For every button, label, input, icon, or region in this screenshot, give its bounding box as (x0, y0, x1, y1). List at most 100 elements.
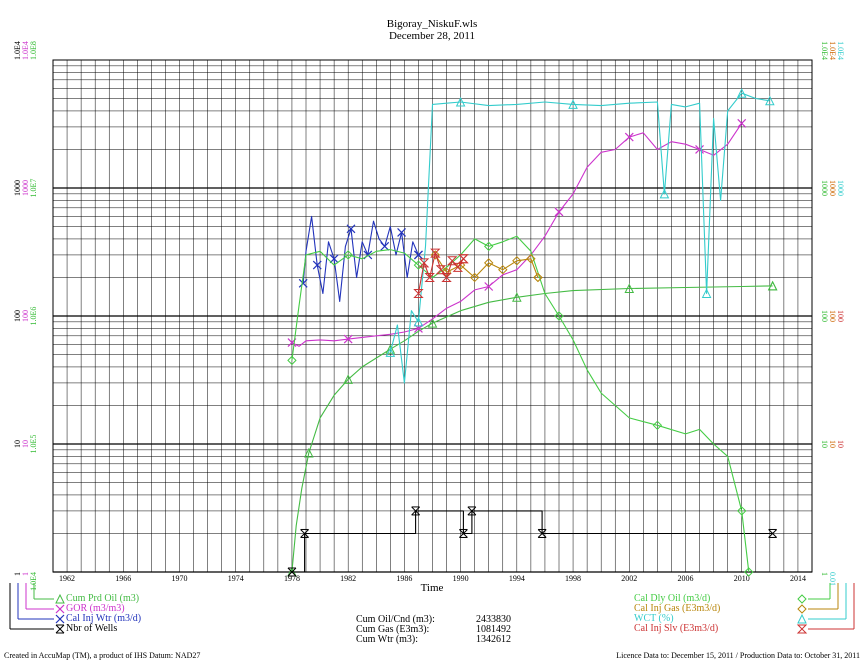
series-marker (312, 260, 322, 270)
legend-right-label: Cal Inj Gas (E3m3/d) (634, 603, 721, 614)
series-line-2 (302, 215, 419, 302)
x-tick-label: 1982 (340, 574, 356, 583)
triangle-marker (427, 317, 438, 328)
series-marker (659, 188, 670, 199)
series-marker (346, 224, 356, 234)
series-marker (624, 283, 635, 293)
hourglass-marker (424, 272, 435, 282)
left-axis-label: 1000 (13, 180, 22, 196)
x-marker-b (312, 260, 322, 270)
footer-data-dates: Licence Data to: December 15, 2011 / Pro… (616, 651, 860, 660)
x-marker-b (624, 132, 634, 142)
hourglass-marker (435, 265, 447, 275)
series-marker (446, 256, 458, 266)
x-tick-label: 1974 (228, 574, 244, 583)
right-axis-label: 1 (820, 572, 829, 576)
triangle-marker (624, 283, 635, 293)
left-axis-label: 10 (21, 440, 30, 448)
left-axis-label: 1.0E7 (29, 179, 38, 198)
series-marker (435, 265, 447, 275)
series-line-5 (434, 254, 539, 279)
diamond-marker (526, 254, 536, 264)
series-line-0 (291, 285, 773, 573)
x-marker-b (55, 604, 65, 614)
x-marker-b (55, 614, 65, 624)
legend-connectors (9, 583, 855, 634)
series-marker (767, 280, 778, 291)
x-marker-b (343, 334, 353, 344)
triangle-marker (765, 95, 775, 106)
series-marker (287, 355, 297, 366)
series-marker (55, 593, 65, 604)
x-marker-b (329, 254, 339, 264)
series-marker (55, 624, 65, 634)
diamond-marker (484, 258, 494, 268)
x-marker-b (298, 278, 308, 288)
x-tick-label: 1994 (509, 574, 525, 583)
right-axis-label: 100 (836, 310, 845, 322)
left-axis-label: 1.0E8 (29, 41, 38, 60)
series-marker (498, 264, 508, 275)
xbox-diag-b (768, 529, 777, 538)
hourglass-marker (430, 248, 441, 258)
legend-right-label: WCT (%) (634, 613, 674, 624)
series-marker (459, 528, 468, 538)
series-marker (533, 272, 543, 283)
stat-label: Cum Wtr (m3): (356, 634, 419, 645)
series-marker (768, 528, 777, 538)
series-marker (55, 614, 65, 624)
series-line-4 (291, 235, 750, 573)
series-marker (343, 374, 353, 384)
xbox-diag-b (287, 567, 297, 577)
series-marker (385, 344, 396, 354)
footer-credit: Created in AccuMap (TM), a product of IH… (4, 651, 201, 660)
series-marker (484, 241, 494, 252)
left-axis-label: 1.0E4 (13, 41, 22, 60)
series-marker (411, 506, 420, 516)
series-marker (452, 262, 464, 272)
hourglass-marker (452, 262, 464, 272)
triangle-marker (343, 374, 353, 384)
diamond-marker (533, 272, 543, 283)
stat-value: 1342612 (476, 634, 511, 645)
x-tick-label: 1970 (172, 574, 188, 583)
left-axis-label: 1.0E4 (21, 41, 30, 60)
triangle-marker (659, 188, 670, 199)
x-tick-label: 1978 (284, 574, 300, 583)
legend-right-label: Cal Inj Slv (E3m3/d) (634, 623, 719, 634)
diamond-marker (744, 567, 754, 577)
hourglass-marker (418, 258, 430, 268)
series-marker (418, 258, 430, 268)
series-marker (424, 272, 435, 282)
triangle-marker (304, 447, 314, 458)
xbox-diag-b (300, 529, 309, 538)
right-axis-label: 1.0E4 (820, 41, 829, 60)
diamond-marker (737, 506, 747, 516)
triangle-marker (385, 347, 396, 357)
series-marker (430, 250, 441, 260)
xbox-diag-b (537, 529, 547, 538)
series-marker (797, 604, 807, 614)
series-marker (343, 250, 353, 260)
diamond-marker (469, 272, 480, 283)
series-marker (469, 272, 480, 283)
series-marker (427, 317, 438, 328)
stat-label: Cum Gas (E3m3): (356, 624, 430, 635)
legend-right-label: Cal Dly Oil (m3/d) (634, 593, 711, 604)
series-marker (765, 95, 775, 106)
x-marker-b (554, 207, 564, 217)
triangle-marker (767, 280, 778, 291)
right-axis-label: 1000 (828, 180, 837, 196)
series-marker (484, 258, 494, 268)
left-axis-label: 1000 (21, 180, 30, 196)
series-marker (343, 334, 353, 344)
legend-left-label: Nbr of Wells (66, 623, 118, 634)
diamond-marker (554, 311, 564, 321)
x-marker-b (346, 224, 356, 234)
triangle-marker (455, 96, 466, 107)
legend-left-label: Cum Prd Oil (m3) (66, 593, 140, 604)
diamond-marker (498, 264, 508, 275)
chart-grid (52, 59, 813, 573)
series-marker (414, 250, 423, 260)
